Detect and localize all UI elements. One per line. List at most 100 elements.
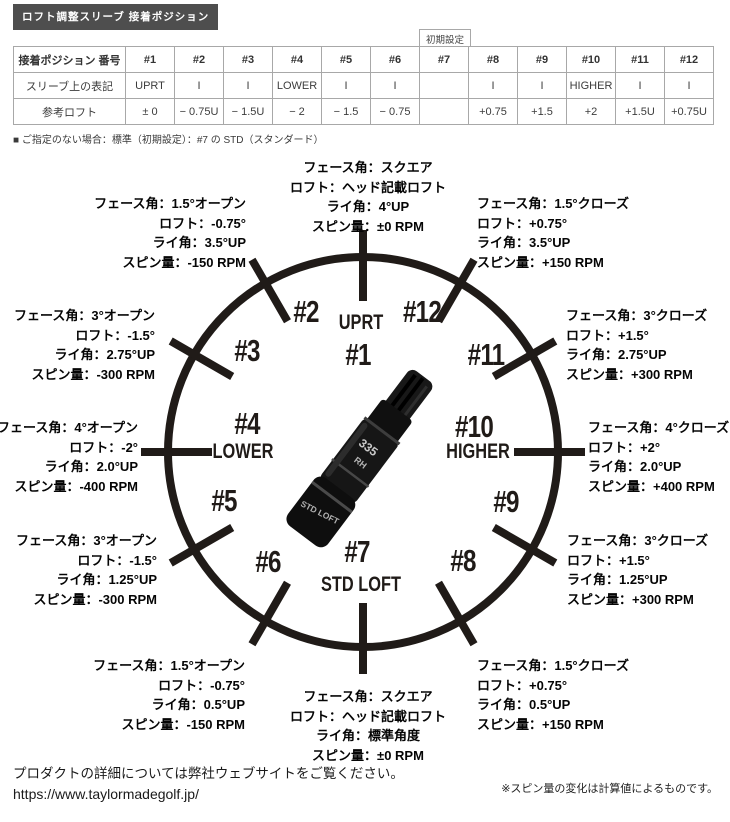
annotation-line: スピン量：±0 RPM xyxy=(312,747,424,763)
table-cell: +2 xyxy=(566,98,616,125)
annotation-line: ロフト：ヘッド記載ロフト xyxy=(289,708,447,724)
annotation-line: スピン量：+150 RPM xyxy=(477,716,604,732)
annotation-line: スピン量：+300 RPM xyxy=(566,366,693,382)
annotation-line: ライ角：2.75°UP xyxy=(54,347,155,362)
annotation-line: フェース角：1.5°クローズ xyxy=(477,196,629,211)
table-cell: − 0.75 xyxy=(370,98,420,125)
annotation-line: スピン量：±0 RPM xyxy=(312,218,424,234)
annotation-line: ロフト：+0.75° xyxy=(477,215,568,231)
annotation-line: フェース角：3°オープン xyxy=(14,308,155,323)
table-cell-std-highlighted: ± 0 xyxy=(419,98,469,125)
table-cell: − 1.5U xyxy=(223,98,273,125)
annotation-position-12: フェース角：1.5°クローズ ロフト：+0.75° ライ角：3.5°UP スピン… xyxy=(477,194,629,272)
annotation-line: ライ角：3.5°UP xyxy=(152,235,246,250)
annotation-line: スピン量：+300 RPM xyxy=(567,591,694,607)
annotation-line: スピン量：-300 RPM xyxy=(31,366,155,382)
annotation-line: ロフト：+0.75° xyxy=(477,677,568,693)
annotation-position-11: フェース角：3°クローズ ロフト：+1.5° ライ角：2.75°UP スピン量：… xyxy=(566,306,707,384)
annotation-position-2: フェース角：1.5°オープン ロフト：-0.75° ライ角：3.5°UP スピン… xyxy=(94,194,246,272)
annotation-line: ライ角：1.25°UP xyxy=(56,572,157,587)
table-cell: #6 xyxy=(370,46,420,73)
annotation-line: ライ角：0.5°UP xyxy=(477,697,571,712)
annotation-line: ロフト：-1.5° xyxy=(77,552,157,568)
table-cell: #3 xyxy=(223,46,273,73)
table-cell: UPRT xyxy=(125,72,175,99)
table-cell: I xyxy=(370,72,420,99)
dial-word-lower: LOWER xyxy=(212,440,274,463)
table-cell: − 2 xyxy=(272,98,322,125)
dial-tick-10 xyxy=(168,337,235,380)
dial-tick-8 xyxy=(168,524,235,567)
table-cell: +1.5 xyxy=(517,98,567,125)
annotation-line: フェース角：3°オープン xyxy=(16,533,157,548)
dial-word-stdloft: STD LOFT xyxy=(320,573,402,596)
dial-label-10: #10 xyxy=(454,409,494,444)
table-cell: I xyxy=(615,72,665,99)
annotation-line: スピン量：-300 RPM xyxy=(33,591,157,607)
annotation-line: ライ角：1.25°UP xyxy=(567,572,668,587)
dial-label-12: #12 xyxy=(402,294,442,329)
dial-tick-1 xyxy=(435,257,478,324)
dial-label-5: #5 xyxy=(211,483,237,518)
annotation-line: フェース角：1.5°オープン xyxy=(93,658,245,673)
annotation-line: スピン量：-150 RPM xyxy=(121,716,245,732)
table-cell: HIGHER xyxy=(566,72,616,99)
annotation-position-4: フェース角：4°オープン ロフト：-2° ライ角：2.0°UP スピン量：-40… xyxy=(0,418,138,496)
annotation-line: フェース角：3°クローズ xyxy=(566,308,708,323)
table-cell: +0.75 xyxy=(468,98,518,125)
annotation-line: ライ角：3.5°UP xyxy=(477,235,571,250)
table-cell-std-highlighted: STD xyxy=(419,72,469,99)
spin-disclaimer-note: ※スピン量の変化は計算値によるものです。 xyxy=(501,783,718,795)
table-footnote: ■ ご指定のない場合：標準（初期設定）：#7 の STD（スタンダード） xyxy=(13,135,324,146)
table-cell: #10 xyxy=(566,46,616,73)
annotation-line: スピン量：-150 RPM xyxy=(122,254,246,270)
annotation-line: ライ角：2.0°UP xyxy=(44,459,138,474)
dial-label-3: #3 xyxy=(234,333,260,368)
dial-tick-11 xyxy=(248,257,291,324)
annotation-position-5: フェース角：3°オープン ロフト：-1.5° ライ角：1.25°UP スピン量：… xyxy=(16,531,157,609)
page-title-badge: ロフト調整スリーブ 接着ポジション xyxy=(13,4,219,30)
table-cell: I xyxy=(517,72,567,99)
dial-tick-2 xyxy=(491,337,558,380)
dial-label-6: #6 xyxy=(255,544,281,579)
dial-tick-5 xyxy=(435,580,478,647)
annotation-position-10: フェース角：4°クローズ ロフト：+2° ライ角：2.0°UP スピン量：+40… xyxy=(588,418,729,496)
row-header: 参考ロフト xyxy=(13,98,126,125)
annotation-line: ライ角：2.0°UP xyxy=(588,459,682,474)
table-cell: #9 xyxy=(517,46,567,73)
annotation-line: ロフト：-0.75° xyxy=(159,215,246,231)
dial-label-4: #4 xyxy=(234,406,260,441)
annotation-position-6: フェース角：1.5°オープン ロフト：-0.75° ライ角：0.5°UP スピン… xyxy=(93,656,245,734)
dial-tick-7 xyxy=(248,580,291,647)
sleeve-adapter-image: 335 RH STD LOFT xyxy=(286,369,433,548)
table-cell: − 0.75U xyxy=(174,98,224,125)
dial-word-higher: HIGHER xyxy=(446,440,510,463)
annotation-line: ロフト：ヘッド記載ロフト xyxy=(289,179,447,195)
annotation-position-8: フェース角：1.5°クローズ ロフト：+0.75° ライ角：0.5°UP スピン… xyxy=(477,656,629,734)
dial-tick-4 xyxy=(491,524,558,567)
position-table: 接着ポジション 番号 #1 #2 #3 #4 #5 #6 #7 #8 #9 #1… xyxy=(13,46,714,125)
annotation-line: スピン量：+400 RPM xyxy=(588,478,715,494)
dial-label-1: #1 xyxy=(345,337,371,372)
dial-ring-and-ticks xyxy=(141,230,585,674)
annotation-line: スピン量：-400 RPM xyxy=(14,478,138,494)
annotation-line: フェース角：4°オープン xyxy=(0,420,138,435)
table-cell: I xyxy=(174,72,224,99)
dial-label-11: #11 xyxy=(467,337,505,372)
table-cell: +1.5U xyxy=(615,98,665,125)
dial-label-9: #9 xyxy=(493,484,519,519)
dial-label-2: #2 xyxy=(293,294,319,329)
annotation-line: ロフト：-0.75° xyxy=(158,677,245,693)
annotation-line: フェース角：4°クローズ xyxy=(588,420,730,435)
footer-url-link[interactable]: https://www.taylormadegolf.jp/ xyxy=(13,786,199,802)
table-cell: #2 xyxy=(174,46,224,73)
annotation-line: ロフト：+1.5° xyxy=(566,327,649,343)
annotation-line: ライ角：4°UP xyxy=(326,199,410,214)
dial-label-8: #8 xyxy=(450,543,476,578)
annotation-line: ライ角：標準角度 xyxy=(315,728,421,743)
table-cell: I xyxy=(223,72,273,99)
annotation-line: ライ角：2.75°UP xyxy=(566,347,667,362)
table-cell: #4 xyxy=(272,46,322,73)
